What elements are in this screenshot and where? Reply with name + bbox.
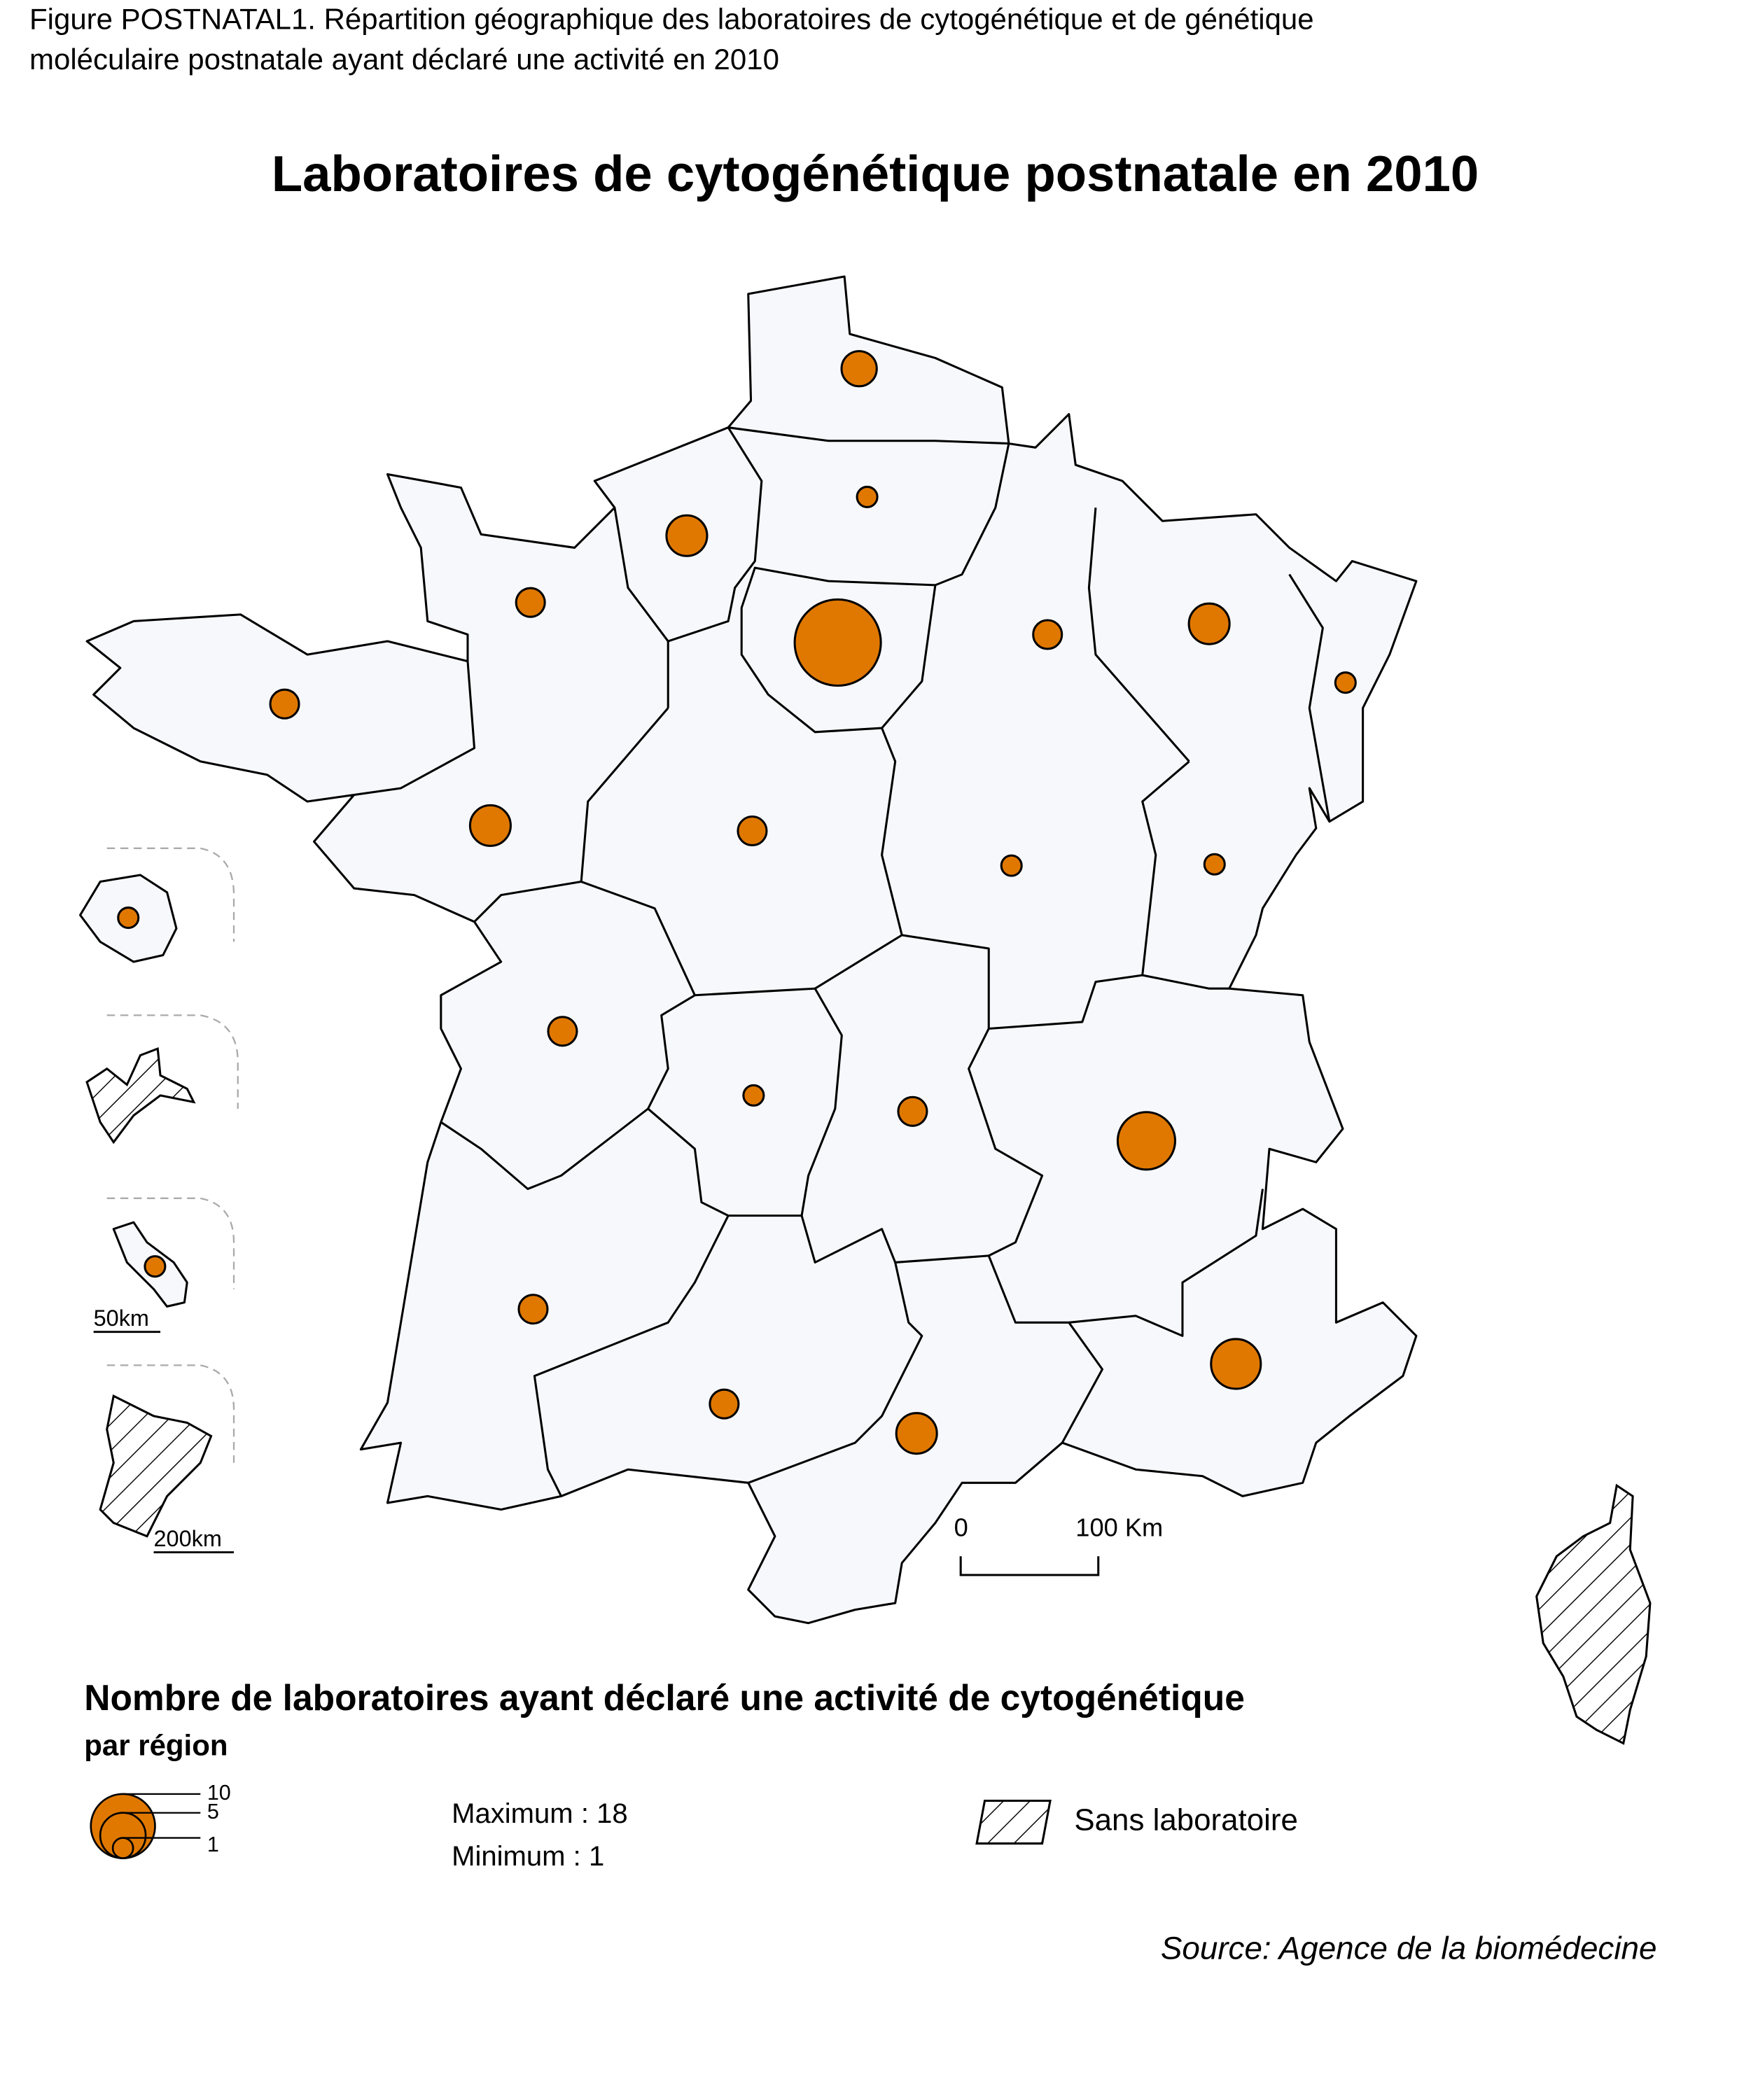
guadeloupe	[85, 1046, 196, 1144]
region-circle	[515, 587, 546, 618]
region-circle	[897, 1096, 928, 1127]
inset-scale-label: 200km	[154, 1526, 222, 1551]
france-outline	[85, 275, 1418, 1625]
legend-circle	[111, 1837, 134, 1859]
region-border	[533, 1214, 730, 1497]
region-circle	[144, 1255, 167, 1278]
region-circle	[665, 514, 709, 557]
hatch-swatch	[975, 1799, 1052, 1845]
legend-title: Nombre de laboratoires ayant déclaré une…	[84, 1677, 1245, 1718]
region-border	[354, 661, 476, 797]
inset-frame	[106, 1197, 235, 1289]
region-border	[613, 507, 669, 642]
region-border	[740, 566, 937, 734]
hatch-label: Sans laboratoire	[1074, 1803, 1298, 1837]
region-circle	[1187, 602, 1231, 645]
region-circle	[517, 1294, 549, 1325]
region-circle	[547, 1016, 578, 1047]
region-border	[800, 1215, 989, 1264]
scale-label: 100 Km	[1075, 1513, 1163, 1542]
france-map	[85, 275, 1652, 1745]
region-circle	[1032, 619, 1063, 650]
region-border	[748, 1262, 923, 1484]
inset-scale-label: 50km	[94, 1306, 149, 1331]
region-border	[935, 443, 1010, 587]
region-circle	[895, 1412, 938, 1455]
region-circle	[468, 804, 512, 847]
scale-bar	[959, 1556, 1100, 1576]
region-circle	[737, 815, 768, 847]
region-border	[1288, 573, 1331, 822]
caption-line: Figure POSTNATAL1. Répartition géographi…	[29, 3, 1314, 36]
legend-size-label: 5	[207, 1800, 219, 1823]
legend-size-label: 1	[207, 1833, 219, 1856]
region-border	[647, 994, 696, 1110]
region-border	[580, 881, 816, 997]
region-circle	[709, 1388, 740, 1420]
region-border	[968, 1028, 1044, 1257]
region-circle	[1000, 854, 1023, 877]
region-circle	[840, 350, 878, 388]
legend-size-label: 10	[207, 1781, 231, 1805]
scale-label: 0	[954, 1513, 968, 1542]
region-circle	[1203, 853, 1226, 876]
region-border	[1087, 507, 1190, 762]
legend-stat: Minimum : 1	[452, 1841, 604, 1872]
region-border	[1068, 1189, 1264, 1337]
region-border	[728, 988, 843, 1217]
region-circle	[1116, 1111, 1176, 1171]
region-circle	[742, 1084, 765, 1107]
map-title: Laboratoires de cytogénétique postnatale…	[272, 146, 1479, 202]
inset-frame	[106, 1364, 235, 1463]
region-circle	[269, 688, 300, 720]
region-circle	[856, 485, 879, 508]
inset-frame	[106, 847, 235, 942]
proportional-circles	[117, 350, 1357, 1455]
region-circle	[117, 906, 140, 930]
legend-subtitle: par région	[84, 1728, 228, 1761]
caption-line: moléculaire postnatale ayant déclaré une…	[29, 43, 779, 76]
region-circle	[1334, 671, 1357, 694]
region-border	[901, 934, 1143, 1030]
region-border	[814, 727, 903, 990]
guyane	[99, 1394, 213, 1538]
size-legend: 105 1	[90, 1781, 231, 1859]
corsica	[1535, 1483, 1652, 1745]
region-border	[440, 1107, 729, 1217]
region-border	[727, 426, 1009, 445]
region-circle	[1210, 1338, 1262, 1390]
region-border	[1141, 760, 1229, 990]
overseas-insets: 50km 200km	[79, 847, 239, 1553]
legend-stat: Maximum : 18	[452, 1798, 628, 1829]
inset-frame	[106, 1014, 239, 1109]
region-circle	[793, 598, 882, 687]
source: Source: Agence de la biomédecine	[1161, 1930, 1657, 1966]
